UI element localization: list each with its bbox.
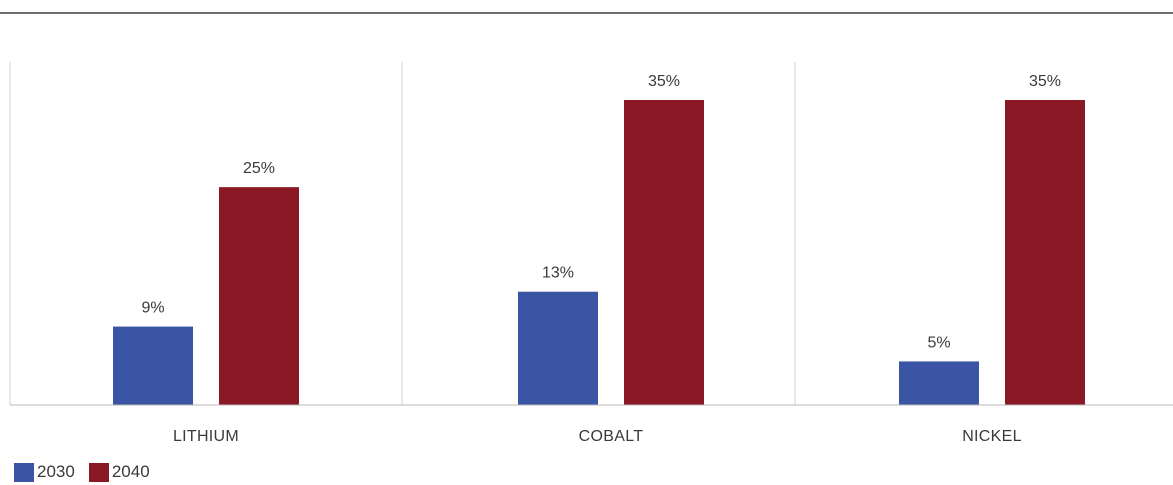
value-label-lithium-2040: 25%	[243, 160, 275, 177]
value-label-cobalt-2040: 35%	[648, 73, 680, 90]
legend-swatch-2040	[88, 462, 109, 482]
bar-cobalt-2030	[518, 291, 598, 405]
value-label-nickel-2030: 5%	[927, 334, 950, 351]
category-label-cobalt: COBALT	[579, 428, 644, 445]
value-label-cobalt-2030: 13%	[542, 265, 574, 282]
legend-label-2040: 2040	[111, 462, 150, 481]
legend-label-2030: 2030	[37, 462, 75, 481]
value-labels: 9% 25% 13% 35% 5% 35%	[141, 73, 1061, 351]
bar-chart: 9% 25% 13% 35% 5% 35% LITHIUM COBALT NICKEL	[9, 62, 1173, 445]
bar-lithium-2040	[219, 187, 299, 405]
value-label-lithium-2030: 9%	[141, 300, 164, 317]
category-label-lithium: LITHIUM	[173, 428, 239, 445]
legend: 2030 2040	[14, 462, 150, 482]
legend-swatch-2030	[14, 462, 34, 482]
legend-item-2040: 2040	[88, 462, 150, 482]
bars	[113, 100, 1085, 405]
category-label-nickel: NICKEL	[962, 428, 1022, 445]
bar-nickel-2040	[1005, 100, 1085, 405]
bar-cobalt-2040	[624, 100, 704, 405]
bar-lithium-2030	[113, 326, 193, 405]
top-rule	[0, 12, 1173, 14]
panel-dividers	[9, 62, 796, 405]
value-label-nickel-2040: 35%	[1029, 73, 1061, 90]
category-labels: LITHIUM COBALT NICKEL	[173, 428, 1022, 445]
bar-nickel-2030	[899, 361, 979, 405]
legend-item-2030: 2030	[14, 462, 75, 482]
